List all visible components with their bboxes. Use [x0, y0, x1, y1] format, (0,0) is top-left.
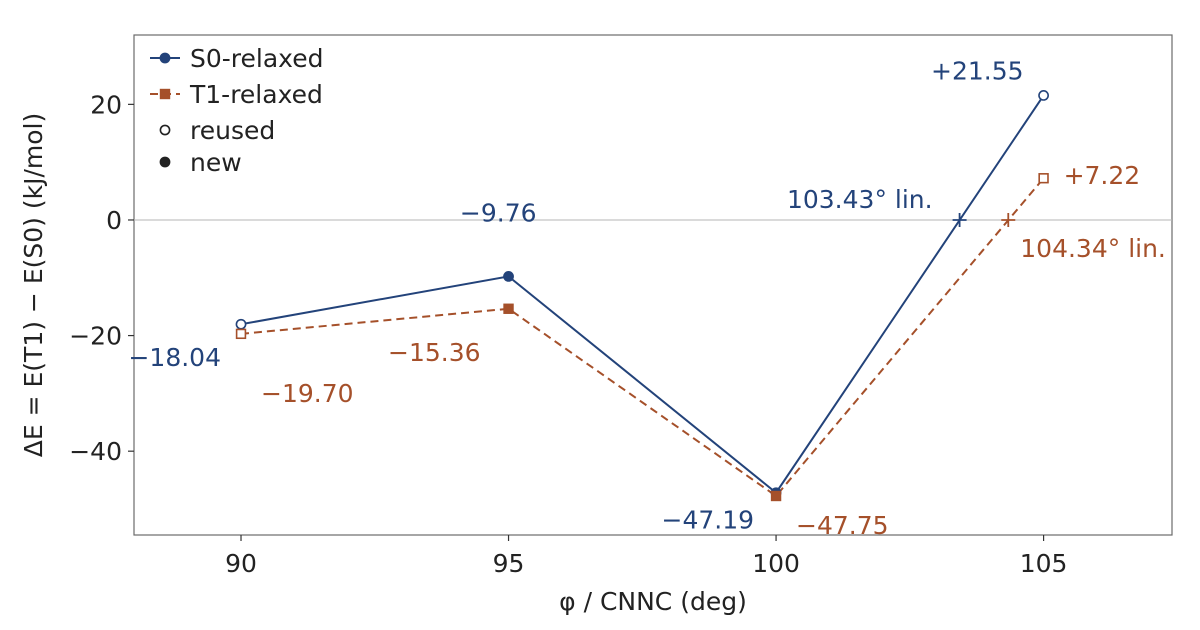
data-label-s0-relaxed: +21.55: [931, 56, 1024, 85]
x-tick-label: 100: [752, 549, 800, 578]
x-axis-title: φ / CNNC (deg): [559, 587, 747, 616]
data-point-s0-relaxed: [1038, 90, 1049, 101]
zero-crossing-marker: [952, 212, 967, 227]
x-tick-label: 95: [493, 549, 525, 578]
legend-marker-new: [159, 156, 171, 168]
data-point-s0-relaxed: [503, 270, 514, 282]
x-tick-label: 90: [225, 549, 257, 578]
zero-crossing-marker: [1001, 212, 1016, 227]
data-point-t1-relaxed: [235, 328, 247, 340]
legend-label: T1-relaxed: [189, 80, 323, 109]
y-tick-label: −20: [69, 322, 122, 351]
data-label-s0-relaxed: −18.04: [128, 343, 221, 372]
crossing-label: 104.34° lin.: [1020, 234, 1166, 263]
x-tick-label: 105: [1020, 549, 1068, 578]
legend-marker-s0-relaxed: [159, 52, 171, 64]
data-point-t1-relaxed: [1038, 173, 1049, 184]
data-label-s0-relaxed: −9.76: [460, 198, 537, 227]
data-label-t1-relaxed: −47.75: [796, 511, 889, 540]
y-tick-label: 0: [106, 206, 122, 235]
data-point-t1-relaxed: [503, 303, 514, 314]
data-label-t1-relaxed: −19.70: [261, 379, 354, 408]
series-line-s0-relaxed: [240, 94, 1045, 495]
legend-label: new: [190, 148, 242, 177]
y-tick-label: 20: [90, 90, 122, 119]
data-label-t1-relaxed: +7.22: [1064, 161, 1141, 190]
y-axis-title: ΔE = E(T1) − E(S0) (kJ/mol): [19, 113, 48, 457]
legend-label: reused: [190, 116, 275, 145]
data-label-s0-relaxed: −47.19: [662, 506, 755, 535]
data-point-t1-relaxed: [770, 490, 782, 502]
legend-marker-t1-relaxed: [159, 88, 171, 100]
legend-marker-reused: [159, 124, 171, 136]
series-line-t1-relaxed: [240, 177, 1045, 498]
y-tick-label: −40: [69, 437, 122, 466]
data-label-t1-relaxed: −15.36: [388, 338, 481, 367]
plot-frame: [133, 34, 1173, 536]
crossing-label: 103.43° lin.: [787, 185, 933, 214]
legend-label: S0-relaxed: [190, 44, 323, 73]
data-point-s0-relaxed: [235, 318, 247, 330]
